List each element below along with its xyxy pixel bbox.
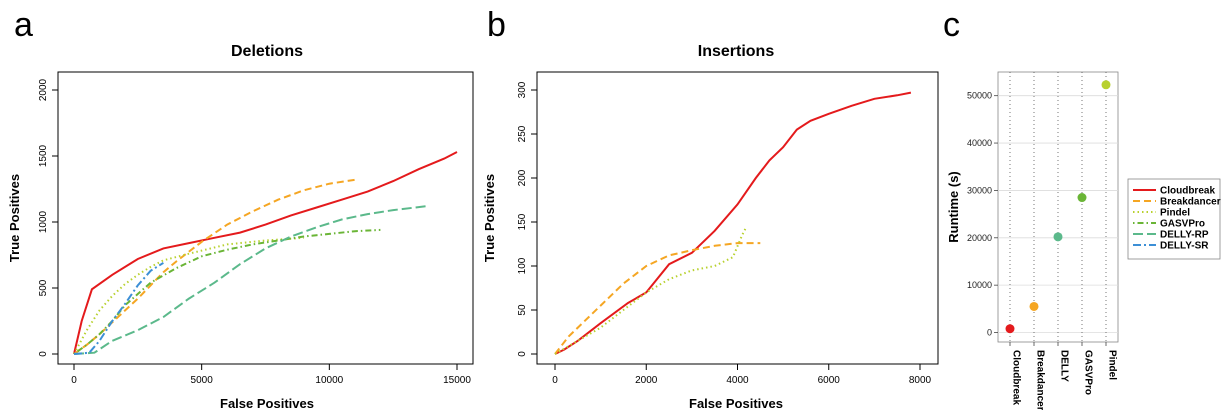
chart-title: Deletions bbox=[231, 43, 303, 60]
series-lines bbox=[554, 91, 912, 355]
legend-label-delly-sr: DELLY-SR bbox=[1160, 241, 1209, 252]
category-label-cloudbreak: Cloudbreak bbox=[1011, 350, 1022, 405]
y-tick-label: 50000 bbox=[967, 91, 992, 101]
series-line-cloudbreak bbox=[554, 91, 912, 355]
y-tick-label: 0 bbox=[38, 351, 49, 357]
y-tick-label: 40000 bbox=[967, 138, 992, 148]
legend-label-breakdancer: Breakdancer bbox=[1160, 197, 1221, 208]
plot-frame bbox=[536, 71, 939, 365]
y-tick-label: 150 bbox=[517, 213, 528, 230]
legend-label-cloudbreak: Cloudbreak bbox=[1160, 186, 1215, 197]
x-tick-label: 2000 bbox=[635, 375, 658, 386]
y-tick-label: 2000 bbox=[38, 78, 49, 101]
x-tick-label: 8000 bbox=[909, 375, 932, 386]
series-line-breakdancer bbox=[554, 242, 761, 355]
y-axis-label: Runtime (s) bbox=[946, 171, 961, 243]
y-tick-label: 100 bbox=[517, 257, 528, 274]
point-cloudbreak bbox=[1005, 324, 1015, 334]
legend-items: CloudbreakBreakdancerPindelGASVProDELLY-… bbox=[1133, 186, 1221, 252]
point-delly bbox=[1053, 232, 1063, 242]
series-line-breakdancer bbox=[73, 178, 356, 355]
series-line-pindel bbox=[73, 236, 304, 355]
runtime-chart: Runtime (s) 0 10000 20000 30000 40000 50000 Cl… bbox=[946, 71, 1119, 410]
y-tick-label: 20000 bbox=[967, 233, 992, 243]
category-label-gasvpro: GASVPro bbox=[1083, 350, 1094, 395]
series-line-delly-sr bbox=[73, 262, 164, 355]
panel-letter-b: b bbox=[487, 6, 506, 44]
y-tick-label: 0 bbox=[517, 351, 528, 357]
x-tick-label: 5000 bbox=[191, 375, 214, 386]
point-pindel bbox=[1101, 80, 1111, 90]
x-tick-label: 0 bbox=[71, 375, 77, 386]
x-tick-label: 15000 bbox=[443, 375, 471, 386]
insertions-chart: Insertions False Positives True Positive… bbox=[482, 43, 939, 410]
y-tick-label: 200 bbox=[517, 169, 528, 186]
x-tick-label: 0 bbox=[552, 375, 558, 386]
y-tick-label: 0 bbox=[987, 328, 992, 338]
x-axis-label: False Positives bbox=[220, 396, 314, 410]
series-line-delly-rp bbox=[73, 205, 427, 355]
category-label-breakdancer: Breakdancer bbox=[1035, 350, 1046, 410]
runtime-points bbox=[1005, 80, 1111, 334]
axis-ticks: 0 5000 10000 15000 0 500 1000 1500 2000 bbox=[38, 78, 471, 386]
y-tick-label: 500 bbox=[38, 279, 49, 296]
category-label-delly: DELLY bbox=[1059, 350, 1070, 382]
series-line-cloudbreak bbox=[73, 151, 458, 355]
legend-frame bbox=[1127, 178, 1221, 260]
legend-label-pindel: Pindel bbox=[1160, 208, 1190, 219]
axis-ticks: 0 2000 4000 6000 8000 0 50 100 150 200 250 300 bbox=[517, 81, 932, 386]
series-line-pindel bbox=[554, 225, 748, 355]
x-tick-label: 6000 bbox=[818, 375, 841, 386]
point-breakdancer bbox=[1029, 301, 1039, 311]
series-lines bbox=[73, 151, 458, 355]
y-tick-label: 1000 bbox=[38, 210, 49, 233]
legend: CloudbreakBreakdancerPindelGASVProDELLY-… bbox=[1127, 178, 1221, 260]
y-axis-label: True Positives bbox=[482, 174, 497, 262]
x-tick-label: 4000 bbox=[726, 375, 749, 386]
deletions-chart: Deletions False Positives True Positives… bbox=[7, 43, 474, 410]
y-axis-label: True Positives bbox=[7, 174, 22, 262]
category-label-pindel: Pindel bbox=[1107, 350, 1118, 380]
legend-label-gasvpro: GASVPro bbox=[1160, 219, 1205, 230]
chart-title: Insertions bbox=[698, 43, 775, 60]
y-tick-label: 30000 bbox=[967, 185, 992, 195]
axis-ticks: 0 10000 20000 30000 40000 50000 Cloudbreak Brea… bbox=[967, 91, 1118, 410]
point-gasvpro bbox=[1077, 193, 1087, 203]
legend-label-delly-rp: DELLY-RP bbox=[1160, 230, 1209, 241]
y-tick-label: 300 bbox=[517, 81, 528, 98]
y-tick-label: 10000 bbox=[967, 280, 992, 290]
panel-letter-c: c bbox=[943, 6, 960, 44]
x-tick-label: 10000 bbox=[315, 375, 343, 386]
gridlines bbox=[998, 72, 1118, 342]
series-line-gasvpro bbox=[73, 228, 381, 355]
plot-frame bbox=[57, 71, 474, 365]
panel-letter-a: a bbox=[14, 6, 33, 44]
x-axis-label: False Positives bbox=[689, 396, 783, 410]
y-tick-label: 50 bbox=[517, 304, 528, 316]
y-tick-label: 250 bbox=[517, 125, 528, 142]
y-tick-label: 1500 bbox=[38, 144, 49, 167]
